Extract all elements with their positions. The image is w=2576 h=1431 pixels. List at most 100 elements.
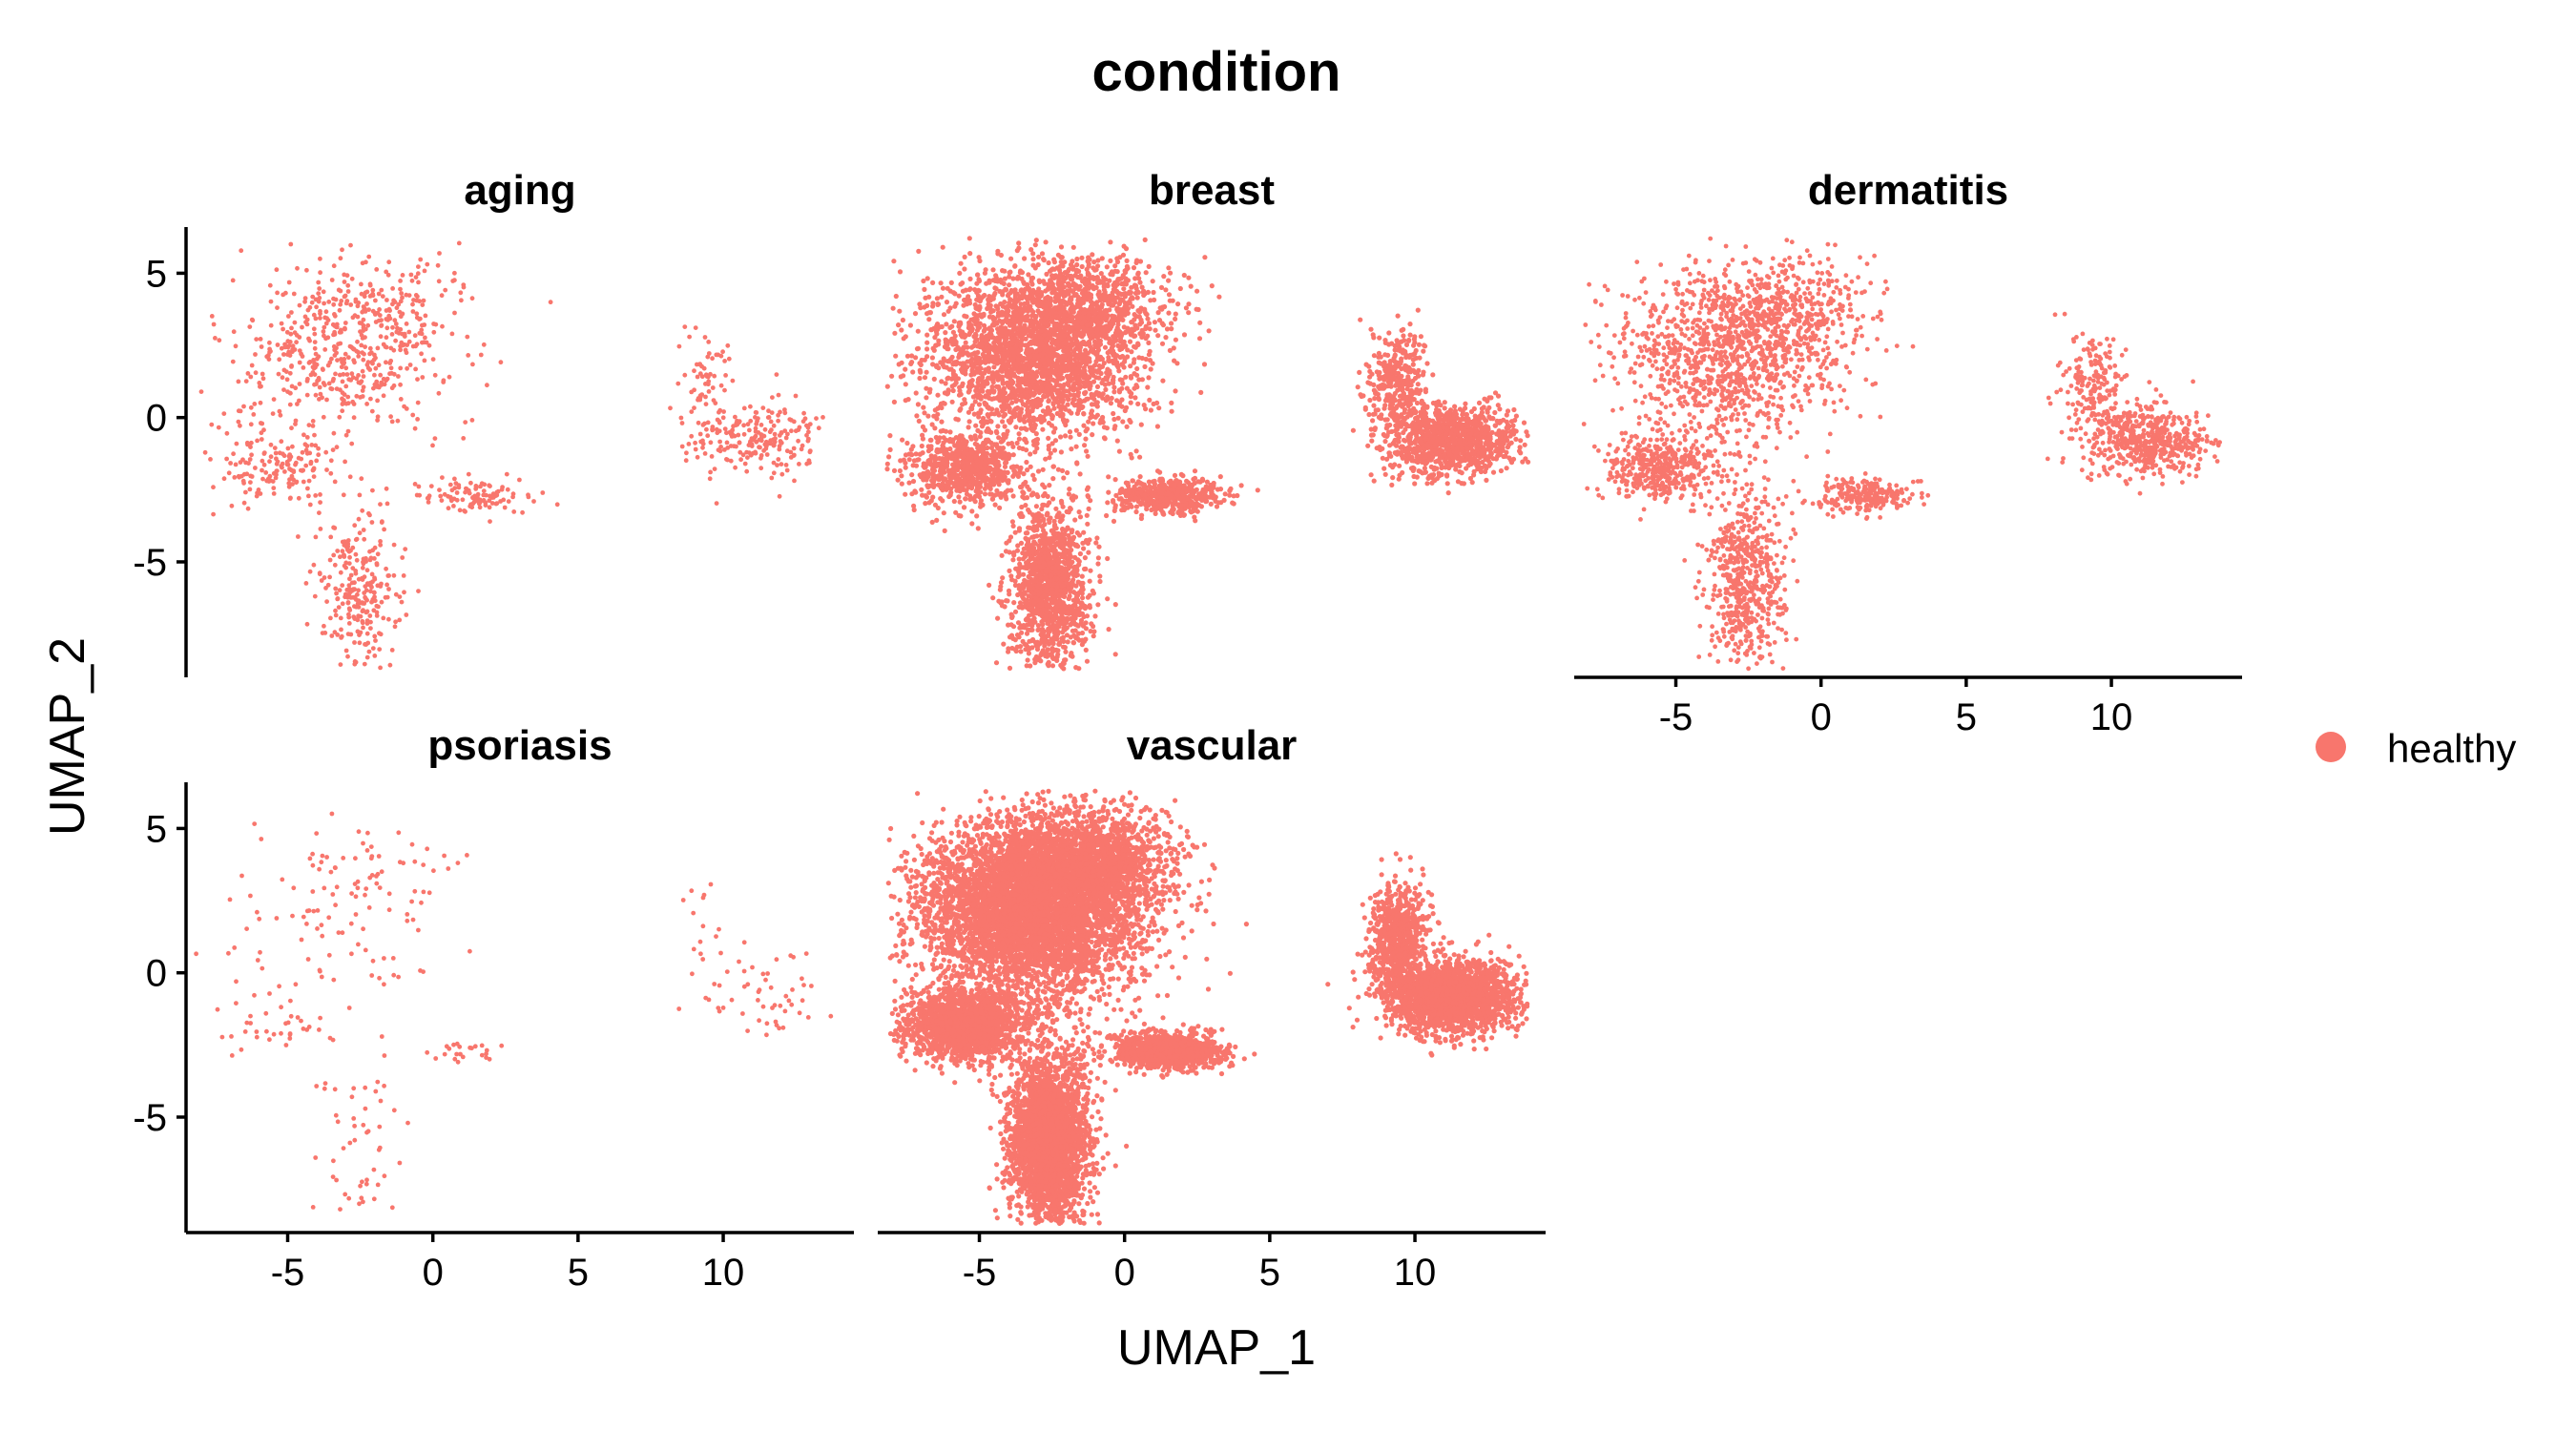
data-point [315, 378, 320, 384]
data-point [272, 446, 278, 450]
data-point [286, 343, 292, 348]
data-point [213, 336, 218, 341]
data-point [366, 307, 371, 312]
data-point [930, 280, 936, 285]
data-point [366, 510, 371, 516]
data-point [1173, 311, 1178, 317]
data-point [1047, 483, 1052, 488]
data-point [245, 371, 251, 376]
data-point [1385, 352, 1391, 358]
data-point [940, 498, 945, 504]
data-point [1128, 375, 1134, 381]
data-point [718, 445, 723, 449]
data-point [358, 630, 364, 635]
data-point [398, 365, 404, 371]
data-point [389, 332, 395, 337]
data-point [1016, 431, 1022, 437]
data-point [255, 438, 260, 444]
data-point [282, 469, 287, 474]
data-point [270, 479, 276, 484]
data-point [788, 455, 794, 460]
data-point [312, 345, 318, 351]
data-point [1082, 555, 1088, 561]
data-point [326, 381, 332, 386]
data-point [1145, 289, 1151, 295]
data-point [331, 332, 336, 338]
data-point [1132, 371, 1137, 377]
data-point [390, 301, 395, 307]
data-point [375, 418, 380, 423]
data-point [1355, 384, 1361, 390]
data-point [393, 321, 399, 326]
data-point [899, 481, 904, 487]
data-point [419, 327, 425, 333]
data-point [400, 295, 405, 301]
data-point [217, 338, 222, 343]
data-point [437, 487, 442, 492]
data-point [1368, 326, 1374, 332]
data-point [384, 269, 389, 275]
data-point [340, 402, 345, 406]
data-point [260, 467, 264, 473]
data-point [311, 474, 317, 479]
data-point [893, 353, 899, 359]
data-point [358, 381, 363, 385]
data-point [268, 322, 274, 328]
data-point [1028, 451, 1033, 457]
data-point [287, 402, 293, 407]
points-breast [884, 236, 1531, 672]
data-point [1366, 411, 1372, 418]
data-point [307, 338, 312, 343]
data-point [249, 452, 254, 458]
data-point [312, 432, 317, 438]
data-point [415, 294, 420, 300]
data-point [463, 489, 467, 495]
data-point [796, 438, 800, 444]
data-point [299, 351, 303, 357]
data-point [258, 491, 263, 496]
data-point [403, 347, 408, 353]
data-point [336, 605, 342, 610]
data-point [305, 486, 310, 491]
data-point [1076, 431, 1082, 437]
data-point [1163, 335, 1169, 341]
data-point [1521, 420, 1527, 425]
data-point [769, 410, 775, 415]
data-point [1010, 444, 1016, 449]
data-point [909, 472, 915, 478]
data-point [702, 451, 708, 456]
data-point [359, 476, 364, 482]
data-point [367, 282, 373, 288]
data-point [416, 484, 422, 489]
data-point [332, 312, 337, 317]
data-point [342, 552, 346, 558]
data-point [703, 402, 709, 406]
data-point [1069, 410, 1074, 416]
data-point [903, 491, 908, 497]
data-point [374, 603, 380, 609]
data-point [1014, 440, 1020, 446]
data-point [329, 278, 335, 282]
data-point [386, 616, 391, 622]
data-point [966, 425, 971, 430]
data-point [1007, 568, 1012, 573]
data-point [1152, 320, 1157, 325]
data-point [322, 575, 327, 580]
data-point [940, 427, 946, 433]
data-point [457, 508, 463, 513]
data-point [793, 393, 799, 399]
data-point [276, 371, 281, 377]
y-tick-label: -5 [133, 542, 167, 584]
data-point [1394, 404, 1400, 409]
data-point [1108, 401, 1113, 406]
data-point [260, 376, 266, 382]
data-point [352, 313, 358, 319]
data-point [337, 372, 343, 378]
data-point [481, 342, 487, 347]
data-point [1479, 409, 1485, 415]
data-point [343, 594, 347, 600]
data-point [1159, 341, 1166, 346]
data-point [377, 307, 382, 312]
data-point [379, 318, 384, 322]
